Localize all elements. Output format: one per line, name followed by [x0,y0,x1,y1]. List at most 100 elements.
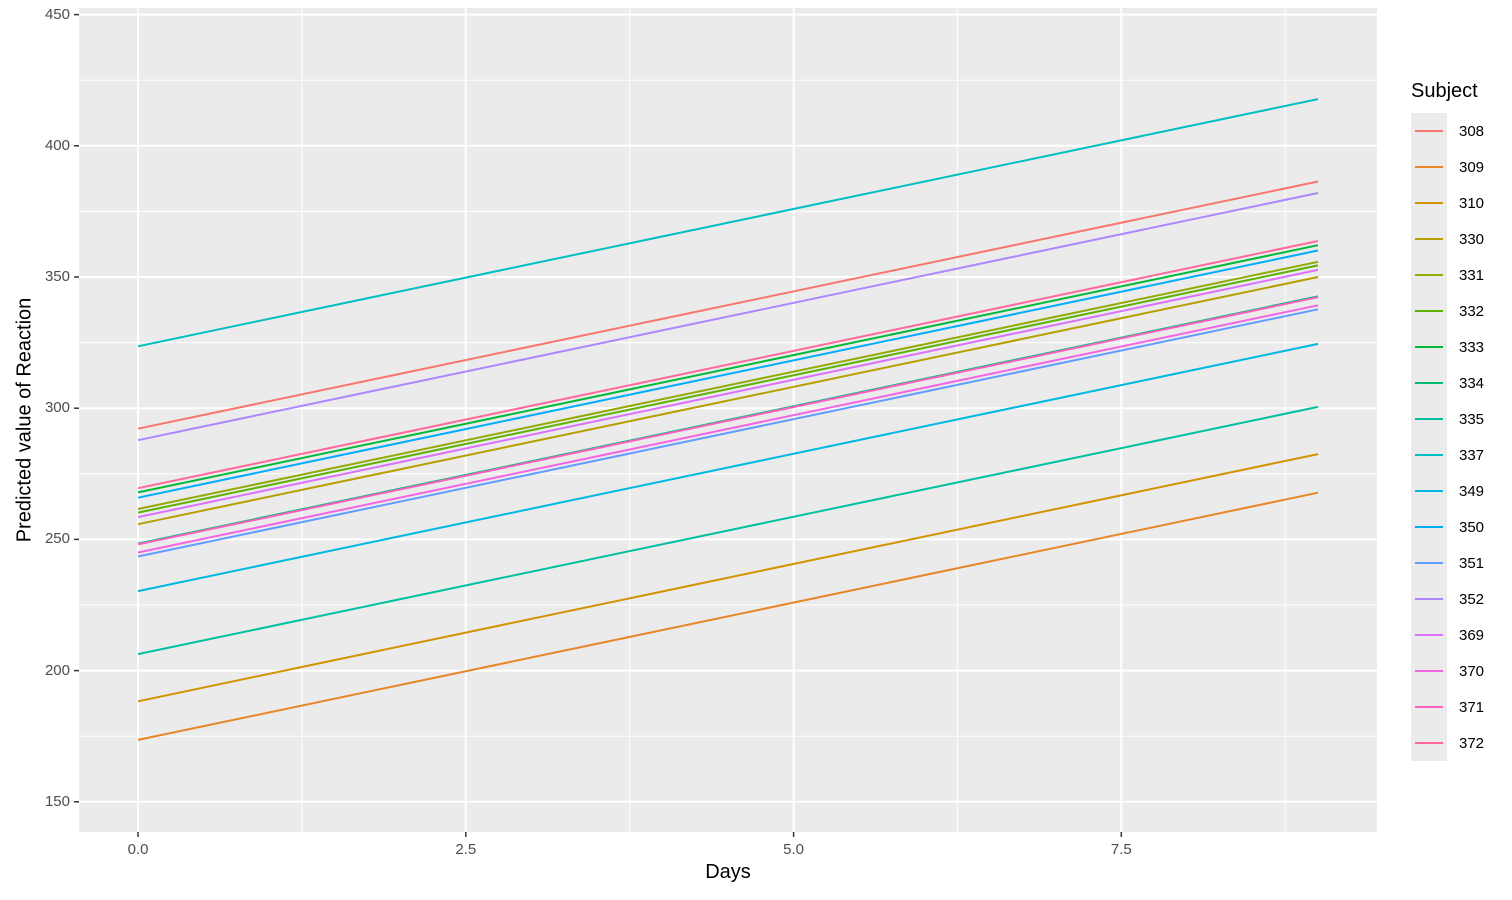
x-tick-label: 7.5 [1110,841,1132,858]
legend-key-line-icon [1415,202,1443,204]
series-line-309 [137,491,1319,741]
legend-key-330 [1411,221,1447,257]
legend-key-310 [1411,185,1447,221]
legend-key-line-icon [1415,310,1443,312]
legend-key-line-icon [1415,418,1443,420]
y-tick-label: 400 [44,136,70,154]
series-line-333 [137,244,1319,494]
legend-item-330: 330 [1398,221,1512,257]
legend-label-369: 369 [1459,626,1485,644]
x-tick-label: 2.5 [455,841,477,858]
legend-label-372: 372 [1459,734,1485,752]
legend-item-349: 349 [1398,473,1512,509]
legend-title: Subject [1411,80,1478,102]
legend-key-309 [1411,149,1447,185]
series-line-351 [137,308,1319,558]
series-line-369 [137,268,1319,519]
legend-key-335 [1411,401,1447,437]
legend-key-line-icon [1415,526,1443,528]
legend-key-line-icon [1415,490,1443,492]
legend-item-372: 372 [1398,725,1512,761]
legend-key-line-icon [1415,238,1443,240]
legend-label-331: 331 [1459,266,1485,284]
legend-items: 308 309 310 330 331 332 333 334 335 337 349 350 351 3… [1398,113,1512,761]
x-tick-label: 5.0 [783,841,804,858]
y-tick-label: 450 [44,5,70,23]
legend-key-308 [1411,113,1447,149]
legend-item-310: 310 [1398,185,1512,221]
legend-item-352: 352 [1398,581,1512,617]
legend-key-line-icon [1415,130,1443,132]
legend-key-line-icon [1415,166,1443,168]
legend-item-334: 334 [1398,365,1512,401]
legend-key-372 [1411,725,1447,761]
legend-label-330: 330 [1459,230,1485,248]
legend-item-331: 331 [1398,257,1512,293]
legend-item-351: 351 [1398,545,1512,581]
series-line-335 [137,405,1319,656]
legend-key-334 [1411,365,1447,401]
legend-item-309: 309 [1398,149,1512,185]
series-line-330 [137,276,1319,526]
legend-key-370 [1411,653,1447,689]
legend-item-370: 370 [1398,653,1512,689]
legend-key-line-icon [1415,634,1443,636]
legend-label-309: 309 [1459,158,1485,176]
legend-item-308: 308 [1398,113,1512,149]
series-line-371 [137,296,1319,546]
legend-label-349: 349 [1459,482,1485,500]
y-tick-label: 200 [44,661,70,679]
y-axis-title: Predicted value of Reaction [13,297,36,543]
series-line-310 [137,453,1319,703]
legend-label-351: 351 [1459,554,1485,572]
x-axis-title: Days [705,861,751,883]
legend-item-369: 369 [1398,617,1512,653]
legend-label-308: 308 [1459,122,1485,140]
legend-key-333 [1411,329,1447,365]
legend-key-351 [1411,545,1447,581]
legend-label-350: 350 [1459,518,1485,536]
series-line-337 [137,98,1319,348]
legend-label-334: 334 [1459,374,1485,392]
legend-key-349 [1411,473,1447,509]
legend-key-line-icon [1415,382,1443,384]
legend: Subject 308 309 310 330 331 332 333 334 335 337 34… [1398,80,1512,761]
legend-label-335: 335 [1459,410,1485,428]
legend-item-332: 332 [1398,293,1512,329]
legend-label-310: 310 [1459,194,1485,212]
legend-key-332 [1411,293,1447,329]
series-line-332 [137,264,1319,514]
legend-label-352: 352 [1459,590,1485,608]
legend-key-line-icon [1415,670,1443,672]
legend-key-line-icon [1415,706,1443,708]
legend-label-371: 371 [1459,698,1485,716]
legend-key-line-icon [1415,562,1443,564]
legend-item-333: 333 [1398,329,1512,365]
y-tick-label: 300 [44,399,70,417]
series-line-370 [137,304,1319,554]
y-tick-label: 250 [44,530,70,548]
legend-key-352 [1411,581,1447,617]
legend-key-line-icon [1415,274,1443,276]
legend-key-line-icon [1415,346,1443,348]
series-line-308 [137,180,1319,430]
legend-key-line-icon [1415,742,1443,744]
legend-label-370: 370 [1459,662,1485,680]
legend-key-line-icon [1415,598,1443,600]
legend-item-337: 337 [1398,437,1512,473]
legend-key-line-icon [1415,454,1443,456]
legend-key-369 [1411,617,1447,653]
y-tick-label: 150 [44,792,70,810]
legend-label-333: 333 [1459,338,1485,356]
series-line-352 [137,192,1319,442]
legend-key-331 [1411,257,1447,293]
legend-item-350: 350 [1398,509,1512,545]
legend-key-337 [1411,437,1447,473]
legend-key-350 [1411,509,1447,545]
series-line-350 [137,249,1319,499]
legend-item-335: 335 [1398,401,1512,437]
legend-item-371: 371 [1398,689,1512,725]
y-tick-label: 350 [44,267,70,285]
